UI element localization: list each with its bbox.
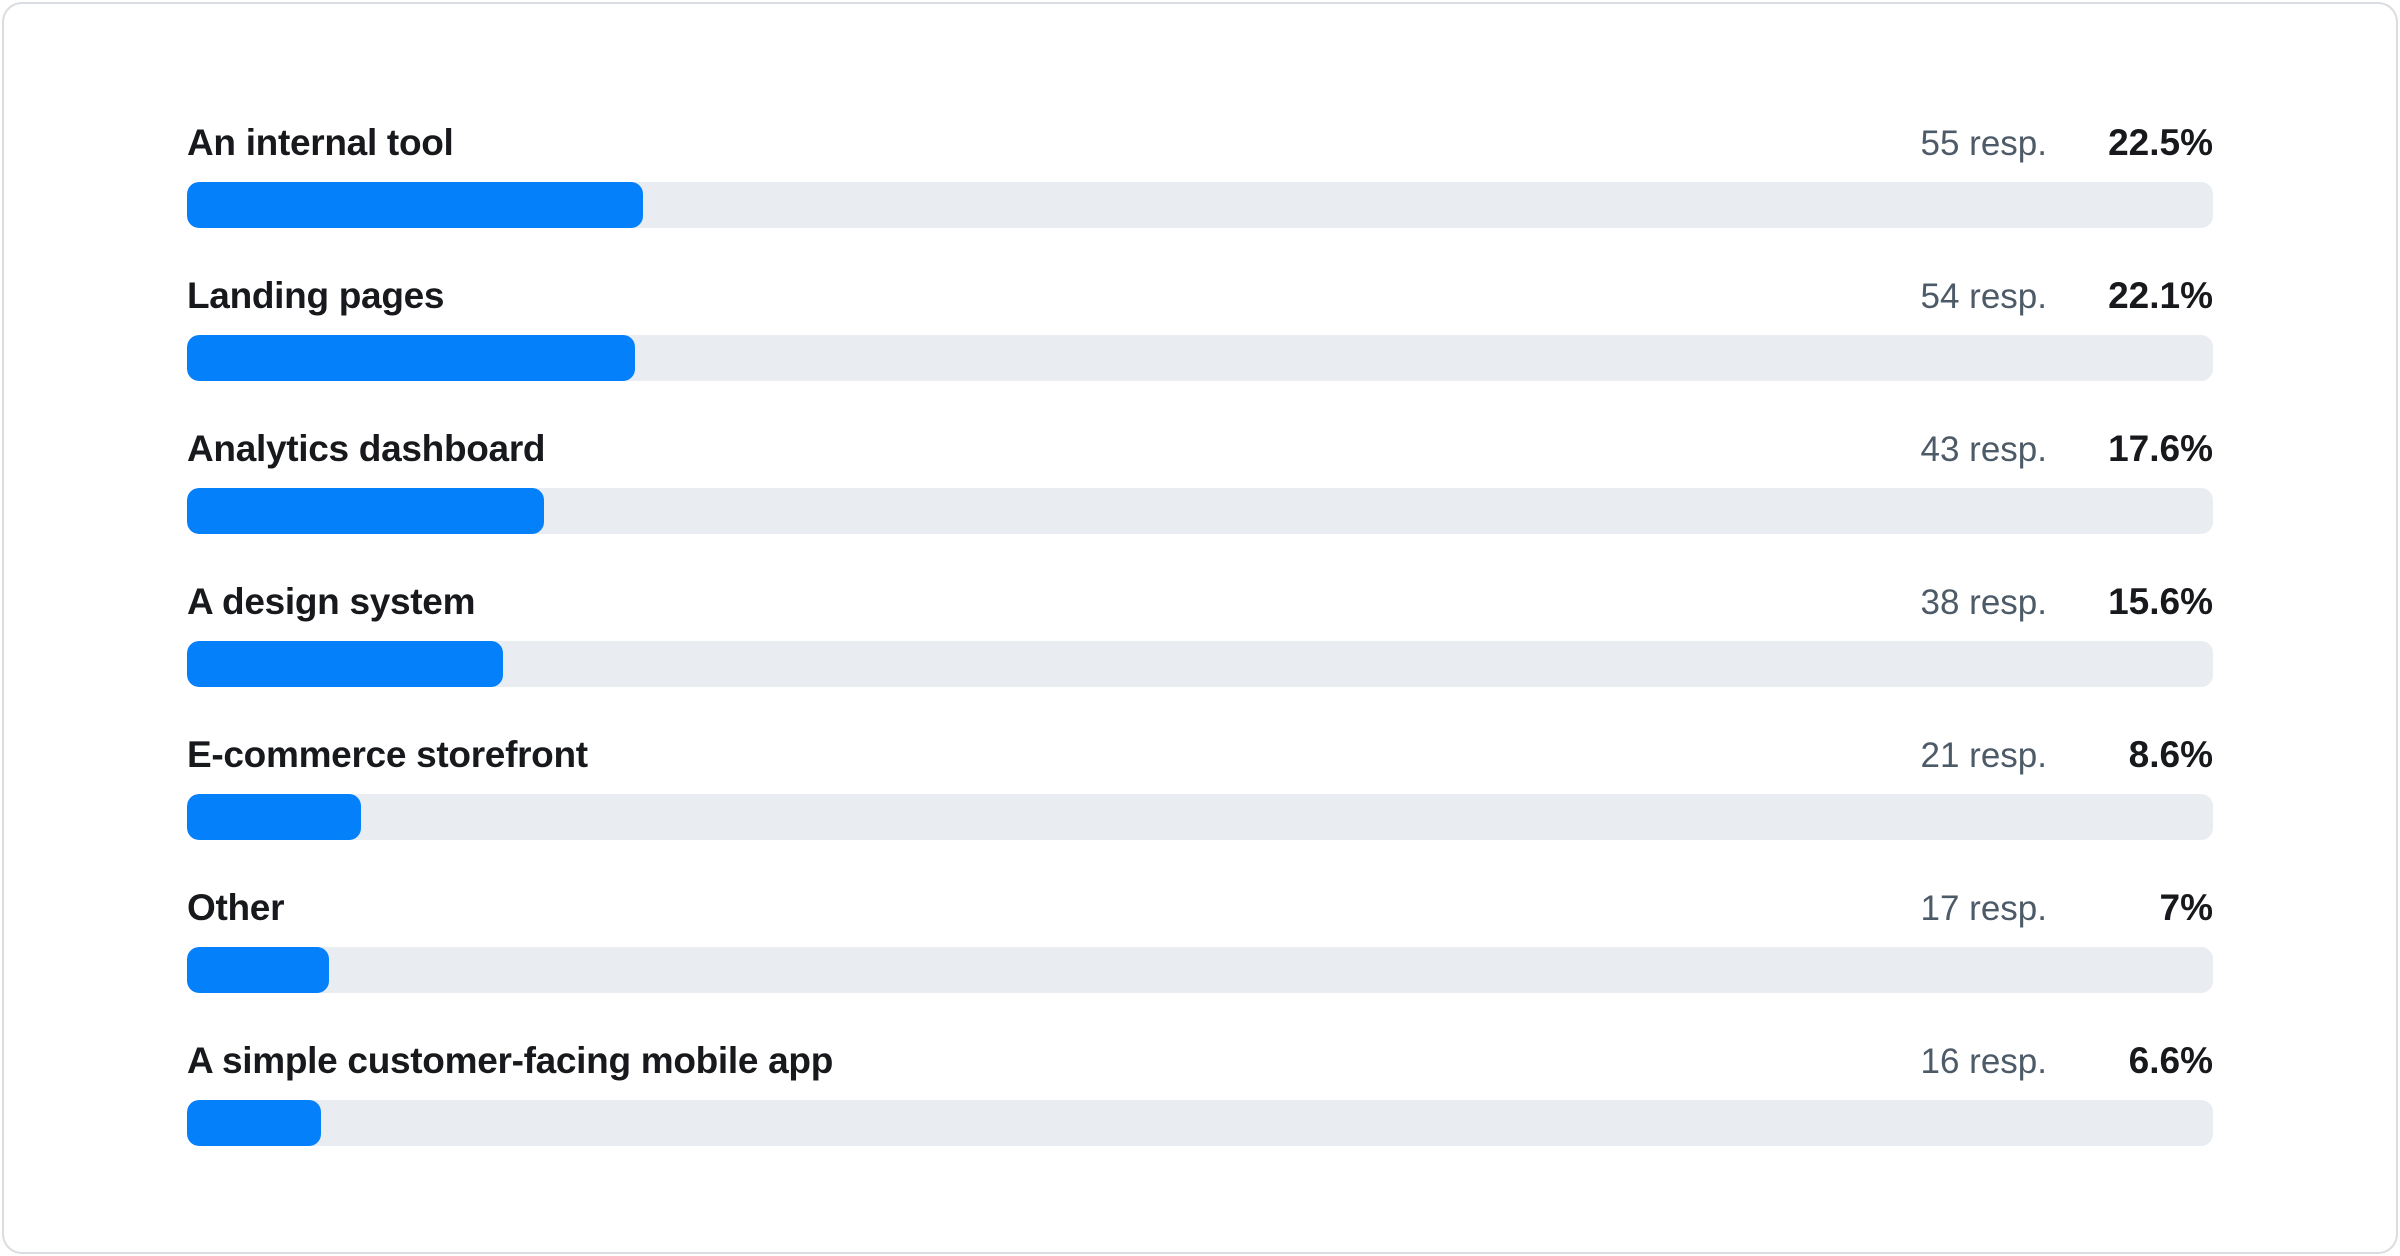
row-values: 38 resp. 15.6%	[1921, 581, 2213, 623]
option-label: E-commerce storefront	[187, 734, 588, 775]
bar-track	[187, 794, 2213, 840]
bar-track	[187, 182, 2213, 228]
chart-row: E-commerce storefront 21 resp. 8.6%	[187, 732, 2213, 840]
bar-fill	[187, 794, 362, 840]
bar-track	[187, 947, 2213, 993]
response-count: 21 resp.	[1920, 736, 2047, 775]
bar-fill	[187, 947, 329, 993]
response-count: 38 resp.	[1920, 583, 2047, 622]
row-values: 17 resp. 7%	[1921, 887, 2213, 929]
percentage-value: 7%	[2159, 887, 2213, 928]
bar-track	[187, 1100, 2213, 1146]
row-header: A simple customer-facing mobile app 16 r…	[187, 1038, 2213, 1084]
response-count: 17 resp.	[1920, 889, 2047, 928]
bar-track	[187, 335, 2213, 381]
option-label: A simple customer-facing mobile app	[187, 1040, 834, 1081]
bar-track	[187, 488, 2213, 534]
percentage-value: 15.6%	[2108, 581, 2213, 622]
option-label: An internal tool	[187, 122, 454, 163]
option-label: Landing pages	[187, 275, 445, 316]
row-header: Analytics dashboard 43 resp. 17.6%	[187, 426, 2213, 472]
row-header: An internal tool 55 resp. 22.5%	[187, 120, 2213, 166]
percentage-value: 6.6%	[2128, 1040, 2213, 1081]
chart-row: Landing pages 54 resp. 22.1%	[187, 273, 2213, 381]
row-header: E-commerce storefront 21 resp. 8.6%	[187, 732, 2213, 778]
option-label: A design system	[187, 581, 476, 622]
chart-row: A design system 38 resp. 15.6%	[187, 579, 2213, 687]
option-label: Other	[187, 887, 285, 928]
response-count: 55 resp.	[1920, 124, 2047, 163]
response-count: 43 resp.	[1920, 430, 2047, 469]
row-header: Landing pages 54 resp. 22.1%	[187, 273, 2213, 319]
chart-row: A simple customer-facing mobile app 16 r…	[187, 1038, 2213, 1146]
percentage-value: 22.1%	[2108, 275, 2213, 316]
row-values: 16 resp. 6.6%	[1921, 1040, 2213, 1082]
percentage-value: 8.6%	[2128, 734, 2213, 775]
survey-results-chart: An internal tool 55 resp. 22.5% Landing …	[187, 120, 2213, 1191]
row-header: A design system 38 resp. 15.6%	[187, 579, 2213, 625]
option-label: Analytics dashboard	[187, 428, 546, 469]
row-values: 54 resp. 22.1%	[1921, 275, 2213, 317]
bar-track	[187, 641, 2213, 687]
bar-fill	[187, 182, 643, 228]
bar-fill	[187, 335, 635, 381]
response-count: 54 resp.	[1920, 277, 2047, 316]
bar-fill	[187, 641, 504, 687]
row-values: 21 resp. 8.6%	[1921, 734, 2213, 776]
row-values: 43 resp. 17.6%	[1921, 428, 2213, 470]
bar-fill	[187, 488, 544, 534]
row-values: 55 resp. 22.5%	[1921, 122, 2213, 164]
row-header: Other 17 resp. 7%	[187, 885, 2213, 931]
percentage-value: 17.6%	[2108, 428, 2213, 469]
chart-row: Analytics dashboard 43 resp. 17.6%	[187, 426, 2213, 534]
chart-row: An internal tool 55 resp. 22.5%	[187, 120, 2213, 228]
response-count: 16 resp.	[1920, 1042, 2047, 1081]
percentage-value: 22.5%	[2108, 122, 2213, 163]
chart-row: Other 17 resp. 7%	[187, 885, 2213, 993]
bar-fill	[187, 1100, 321, 1146]
